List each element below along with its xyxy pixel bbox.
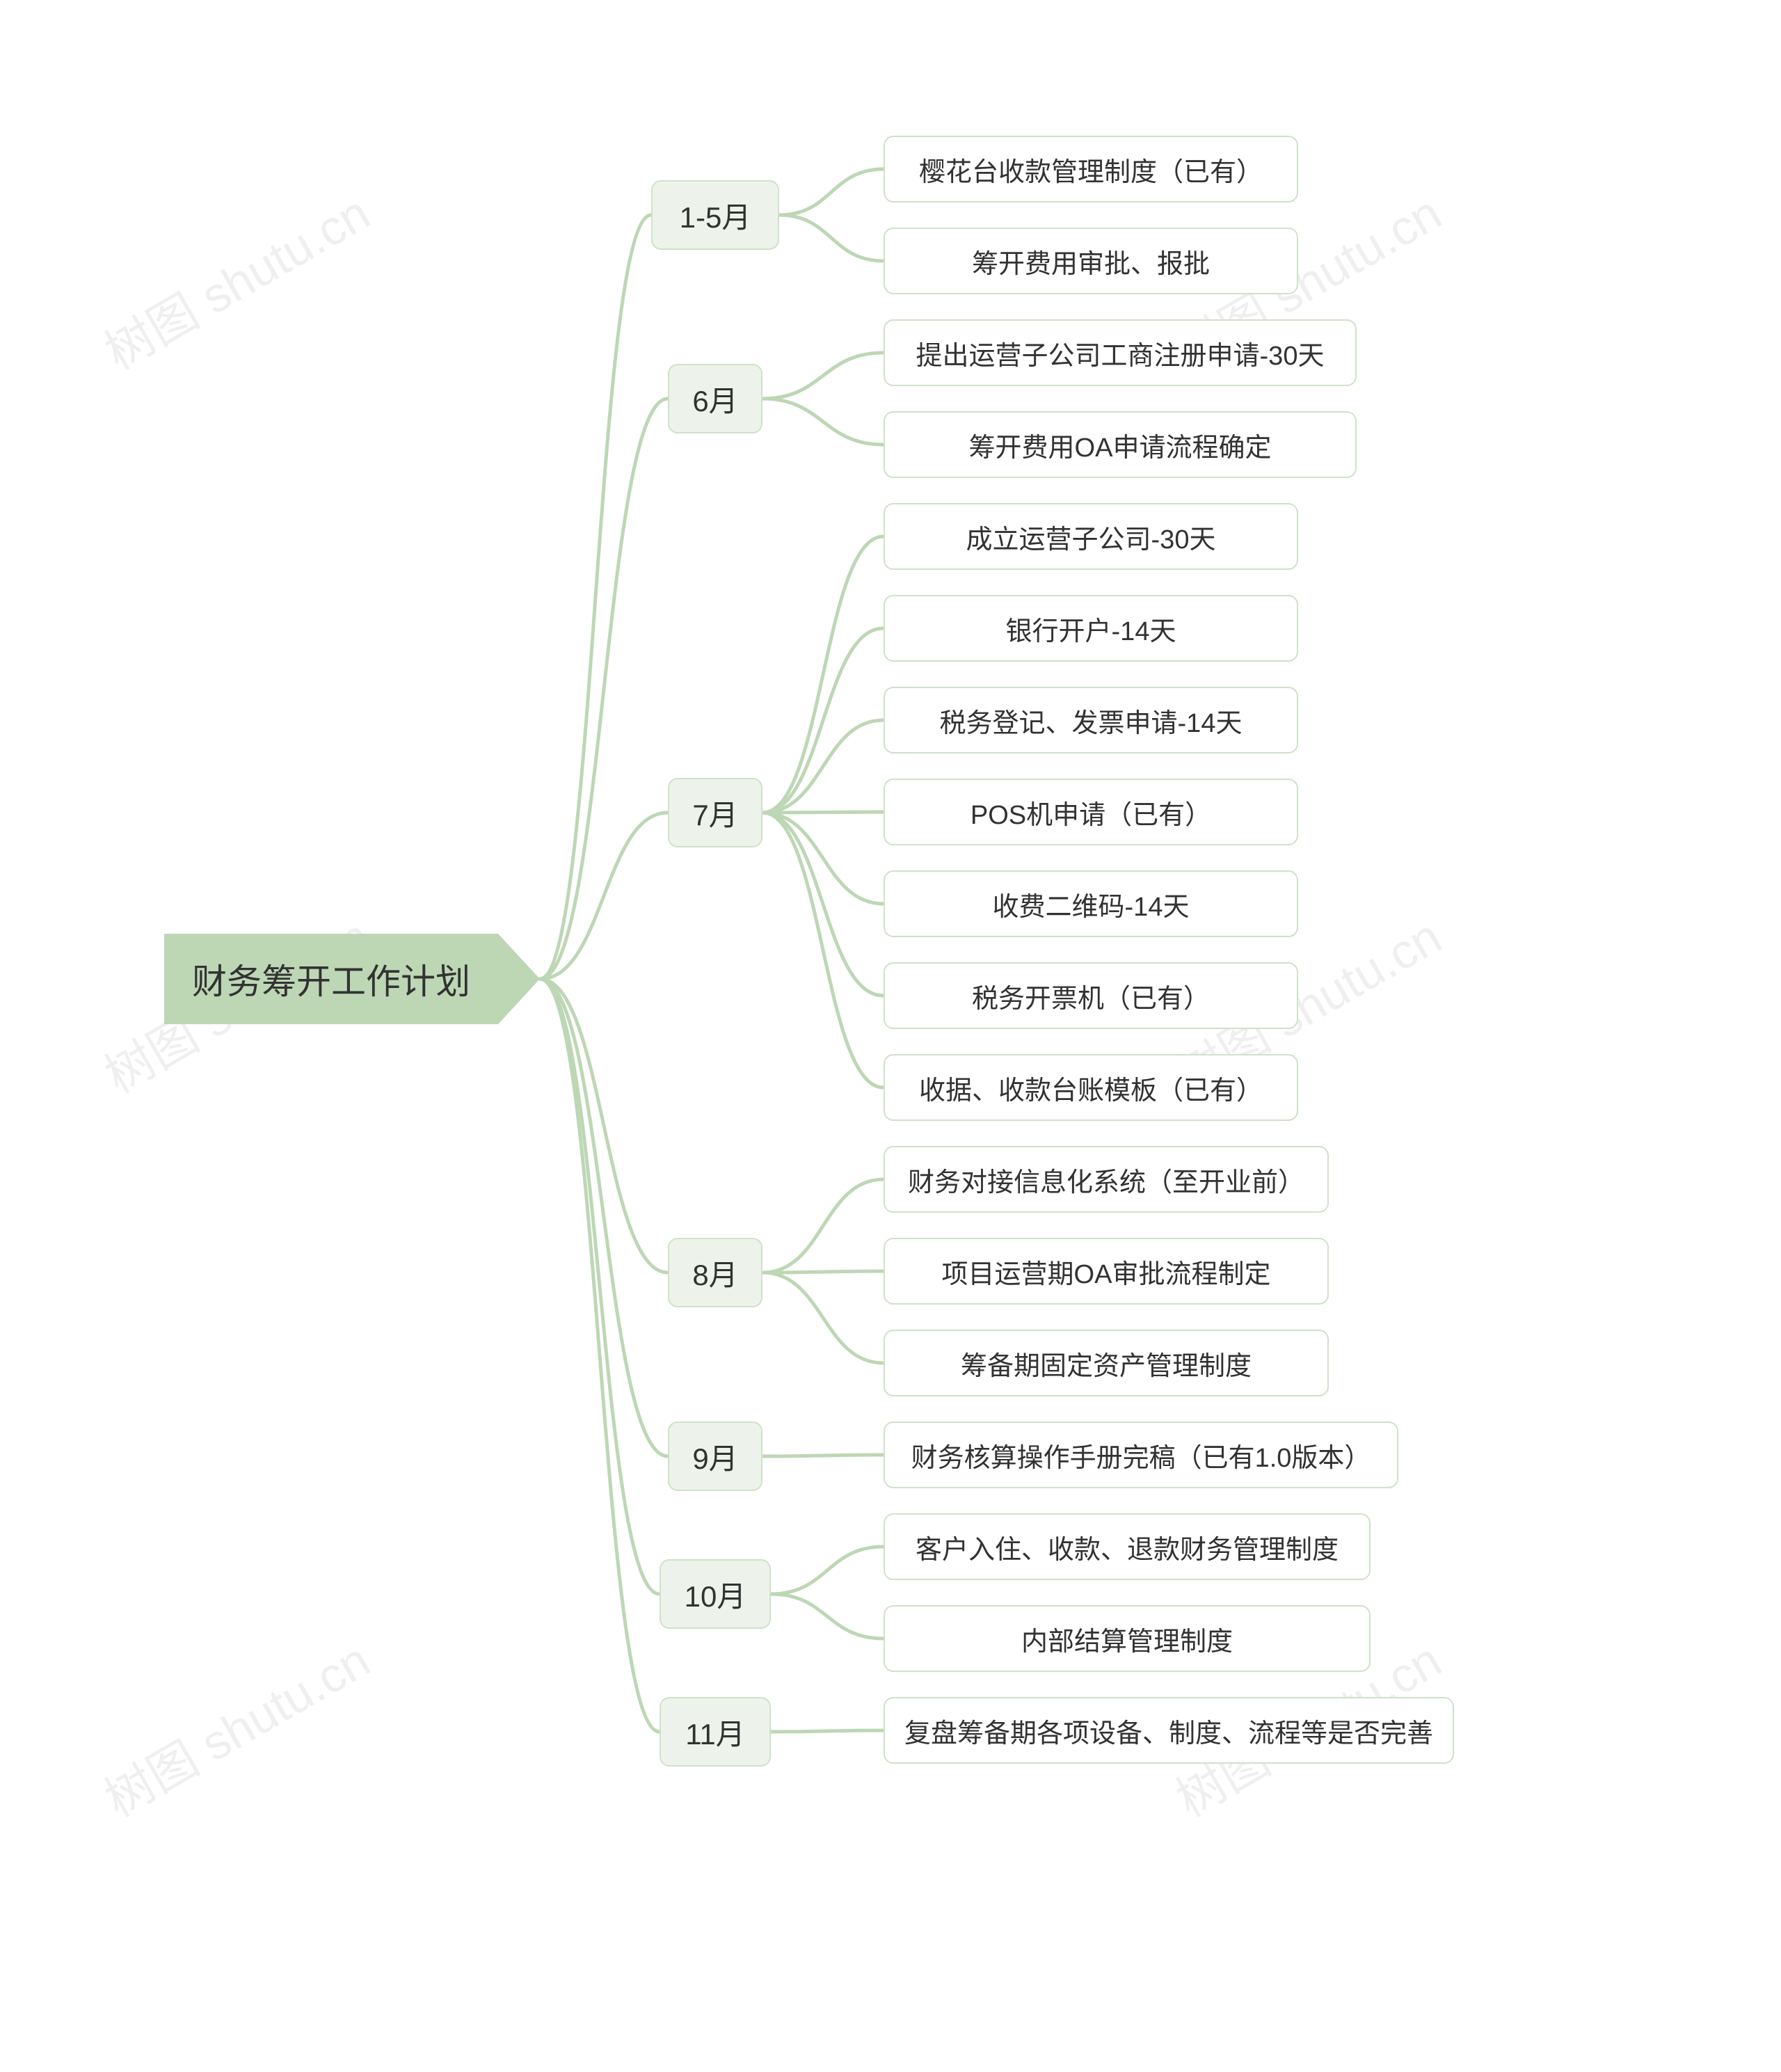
leaf-label: POS机申请（已有） [971, 793, 1211, 831]
leaf-node: 银行开户-14天 [884, 595, 1298, 662]
leaf-node: 收费二维码-14天 [884, 870, 1298, 937]
leaf-node: 财务对接信息化系统（至开业前） [884, 1146, 1329, 1213]
month-node: 9月 [668, 1421, 762, 1491]
leaf-label: 银行开户-14天 [1006, 609, 1176, 648]
month-node: 1-5月 [651, 180, 779, 250]
leaf-label: 内部结算管理制度 [1021, 1620, 1233, 1658]
leaf-node: 筹开费用审批、报批 [884, 228, 1298, 294]
month-node: 7月 [668, 778, 762, 847]
leaf-node: 税务开票机（已有） [884, 962, 1298, 1029]
month-node: 6月 [668, 364, 762, 433]
leaf-node: 复盘筹备期各项设备、制度、流程等是否完善 [884, 1697, 1454, 1764]
month-label: 11月 [685, 1711, 745, 1753]
leaf-label: 财务核算操作手册完稿（已有1.0版本） [911, 1436, 1371, 1474]
leaf-node: 筹开费用OA申请流程确定 [884, 411, 1357, 478]
month-label: 9月 [692, 1435, 737, 1478]
month-node: 10月 [660, 1559, 771, 1629]
month-label: 10月 [685, 1573, 746, 1616]
leaf-label: 复盘筹备期各项设备、制度、流程等是否完善 [904, 1712, 1433, 1750]
leaf-node: 客户入住、收款、退款财务管理制度 [884, 1513, 1371, 1580]
month-label: 8月 [692, 1252, 737, 1294]
month-node: 11月 [660, 1697, 771, 1767]
leaf-node: 樱花台收款管理制度（已有） [884, 136, 1298, 202]
leaf-node: 税务登记、发票申请-14天 [884, 687, 1298, 754]
leaf-label: 收据、收款台账模板（已有） [919, 1069, 1263, 1107]
leaf-label: 提出运营子公司工商注册申请-30天 [916, 334, 1325, 372]
leaf-label: 樱花台收款管理制度（已有） [919, 150, 1263, 189]
leaf-node: 筹备期固定资产管理制度 [884, 1330, 1329, 1396]
leaf-label: 财务对接信息化系统（至开业前） [908, 1161, 1304, 1199]
leaf-label: 筹备期固定资产管理制度 [961, 1344, 1252, 1382]
leaf-node: POS机申请（已有） [884, 779, 1298, 845]
root-label: 财务筹开工作计划 [164, 934, 498, 1024]
leaf-node: 财务核算操作手册完稿（已有1.0版本） [884, 1421, 1398, 1488]
leaf-node: 成立运营子公司-30天 [884, 503, 1298, 570]
month-label: 1-5月 [680, 194, 751, 237]
leaf-node: 提出运营子公司工商注册申请-30天 [884, 319, 1357, 386]
leaf-node: 项目运营期OA审批流程制定 [884, 1238, 1329, 1305]
leaf-label: 筹开费用审批、报批 [972, 242, 1210, 280]
leaf-label: 成立运营子公司-30天 [966, 518, 1216, 556]
leaf-label: 筹开费用OA申请流程确定 [969, 426, 1272, 464]
leaf-node: 内部结算管理制度 [884, 1605, 1371, 1672]
leaf-label: 项目运营期OA审批流程制定 [942, 1252, 1271, 1291]
month-node: 8月 [668, 1238, 762, 1307]
month-label: 6月 [692, 378, 737, 420]
leaf-node: 收据、收款台账模板（已有） [884, 1054, 1298, 1121]
watermark: 树图 shutu.cn [90, 175, 381, 383]
leaf-label: 税务登记、发票申请-14天 [940, 701, 1243, 740]
month-label: 7月 [692, 792, 737, 834]
root-node: 财务筹开工作计划 [164, 934, 540, 1024]
mindmap-canvas: 树图 shutu.cn树图 shutu.cn树图 shutu.cn树图 shut… [0, 0, 1781, 2072]
leaf-label: 收费二维码-14天 [993, 885, 1190, 923]
leaf-label: 税务开票机（已有） [972, 977, 1210, 1015]
watermark: 树图 shutu.cn [90, 1622, 381, 1831]
leaf-label: 客户入住、收款、退款财务管理制度 [916, 1528, 1339, 1566]
